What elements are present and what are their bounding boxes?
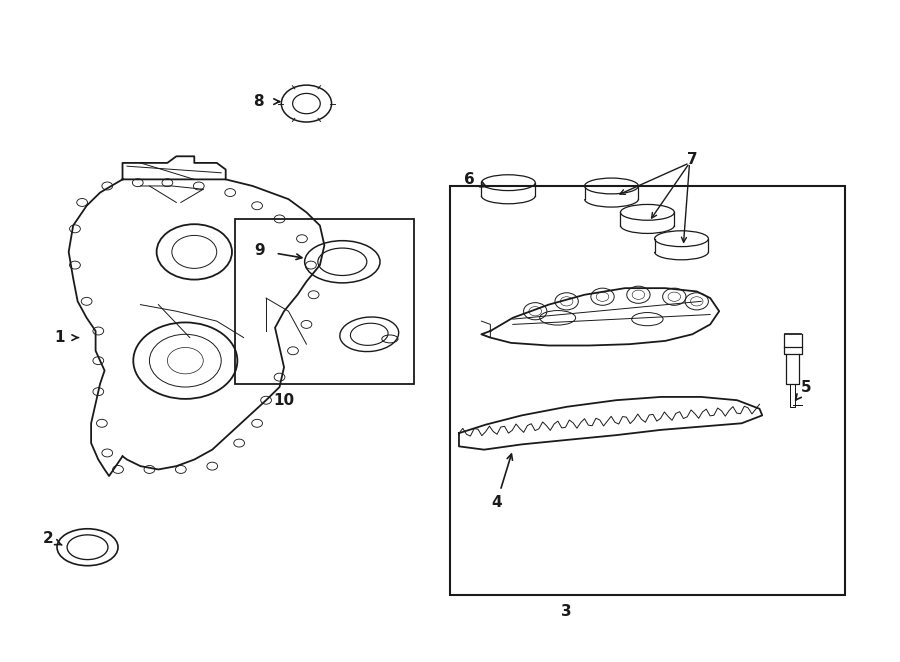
- Text: 4: 4: [491, 495, 502, 510]
- Bar: [450, 186, 845, 594]
- Text: 6: 6: [464, 172, 475, 187]
- Text: 1: 1: [55, 330, 65, 345]
- Text: 7: 7: [687, 152, 698, 167]
- Text: 2: 2: [42, 531, 53, 546]
- Bar: [235, 219, 414, 384]
- Text: 10: 10: [274, 393, 294, 408]
- Text: 5: 5: [801, 379, 812, 395]
- Text: 9: 9: [255, 243, 266, 258]
- Text: 3: 3: [562, 604, 572, 619]
- Text: 8: 8: [254, 94, 265, 109]
